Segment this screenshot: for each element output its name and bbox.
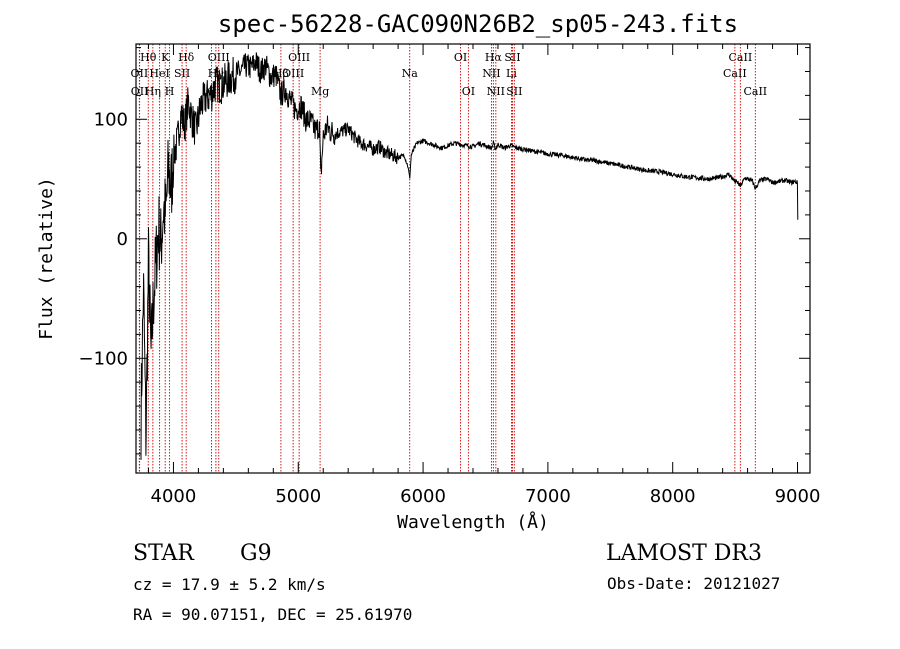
coordinates: RA = 90.07151, DEC = 25.61970 [133, 605, 412, 624]
spectral-lines-layer: HθOIIOIIKHeIHηHδSIIHOIIIHγGOIIIOIIIHβMgN… [131, 44, 767, 473]
spectral-line-label: CaII [723, 67, 747, 80]
observation-date: Obs-Date: 20121027 [607, 574, 780, 593]
x-tick-label: 6000 [400, 486, 446, 507]
spectral-line-label: OIII [288, 51, 310, 64]
x-tick-label: 7000 [525, 486, 571, 507]
x-tick-label: 5000 [275, 486, 321, 507]
spectral-line-label: H [165, 85, 175, 98]
spectral-line-label: HeI [149, 67, 169, 80]
redshift-velocity: cz = 17.9 ± 5.2 km/s [133, 575, 326, 594]
spectral-line-label: OII [131, 67, 149, 80]
spectral-line-label: NII [487, 85, 505, 98]
spectrum-series-line [140, 52, 799, 460]
spectral-line-label: Li [506, 67, 517, 80]
spectral-line-label: Hδ [178, 51, 195, 64]
spectral-line-label: CaII [743, 85, 767, 98]
spectral-line-label: OII [131, 85, 149, 98]
spectral-line-label: Hη [145, 85, 161, 98]
spectral-line-label: NII [482, 67, 500, 80]
spectral-line-label: OI [462, 85, 475, 98]
survey-name: LAMOST DR3 [606, 541, 762, 566]
x-tick-label: 9000 [775, 486, 821, 507]
spectral-line-label: SII [174, 67, 190, 80]
y-tick-label: −100 [79, 348, 128, 369]
y-axis-label: Flux (relative) [36, 177, 57, 340]
spectral-line-label: Hγ [208, 67, 225, 80]
x-tick-label: 8000 [650, 486, 696, 507]
plot-frame [135, 43, 811, 474]
spectral-line-label: OI [454, 51, 467, 64]
y-tick-label: 0 [117, 229, 128, 250]
spectral-line-label: K [161, 51, 170, 64]
object-class: STAR [133, 541, 195, 566]
chart-title: spec-56228-GAC090N26B2_sp05-243.fits [218, 10, 738, 38]
axis-ticks-layer: 4000 5000 6000 7000 8000 9000 −100 0 100 [79, 44, 821, 507]
x-tick-label: 4000 [151, 486, 197, 507]
x-axis-label: Wavelength (Å) [397, 511, 549, 533]
spectral-line-label: CaII [729, 51, 753, 64]
spectral-line-label: Hθ [140, 51, 157, 64]
object-subclass: G9 [240, 541, 272, 566]
spectral-line-label: OIII [208, 51, 230, 64]
spectral-line-label: SII [506, 85, 522, 98]
spectral-line-label: Na [402, 67, 419, 80]
spectral-line-label: SII [504, 51, 520, 64]
y-tick-label: 100 [94, 109, 128, 130]
spectral-line-label: OIII [282, 67, 304, 80]
spectral-line-label: Mg [311, 85, 329, 98]
spectral-line-label: Hα [485, 51, 503, 64]
